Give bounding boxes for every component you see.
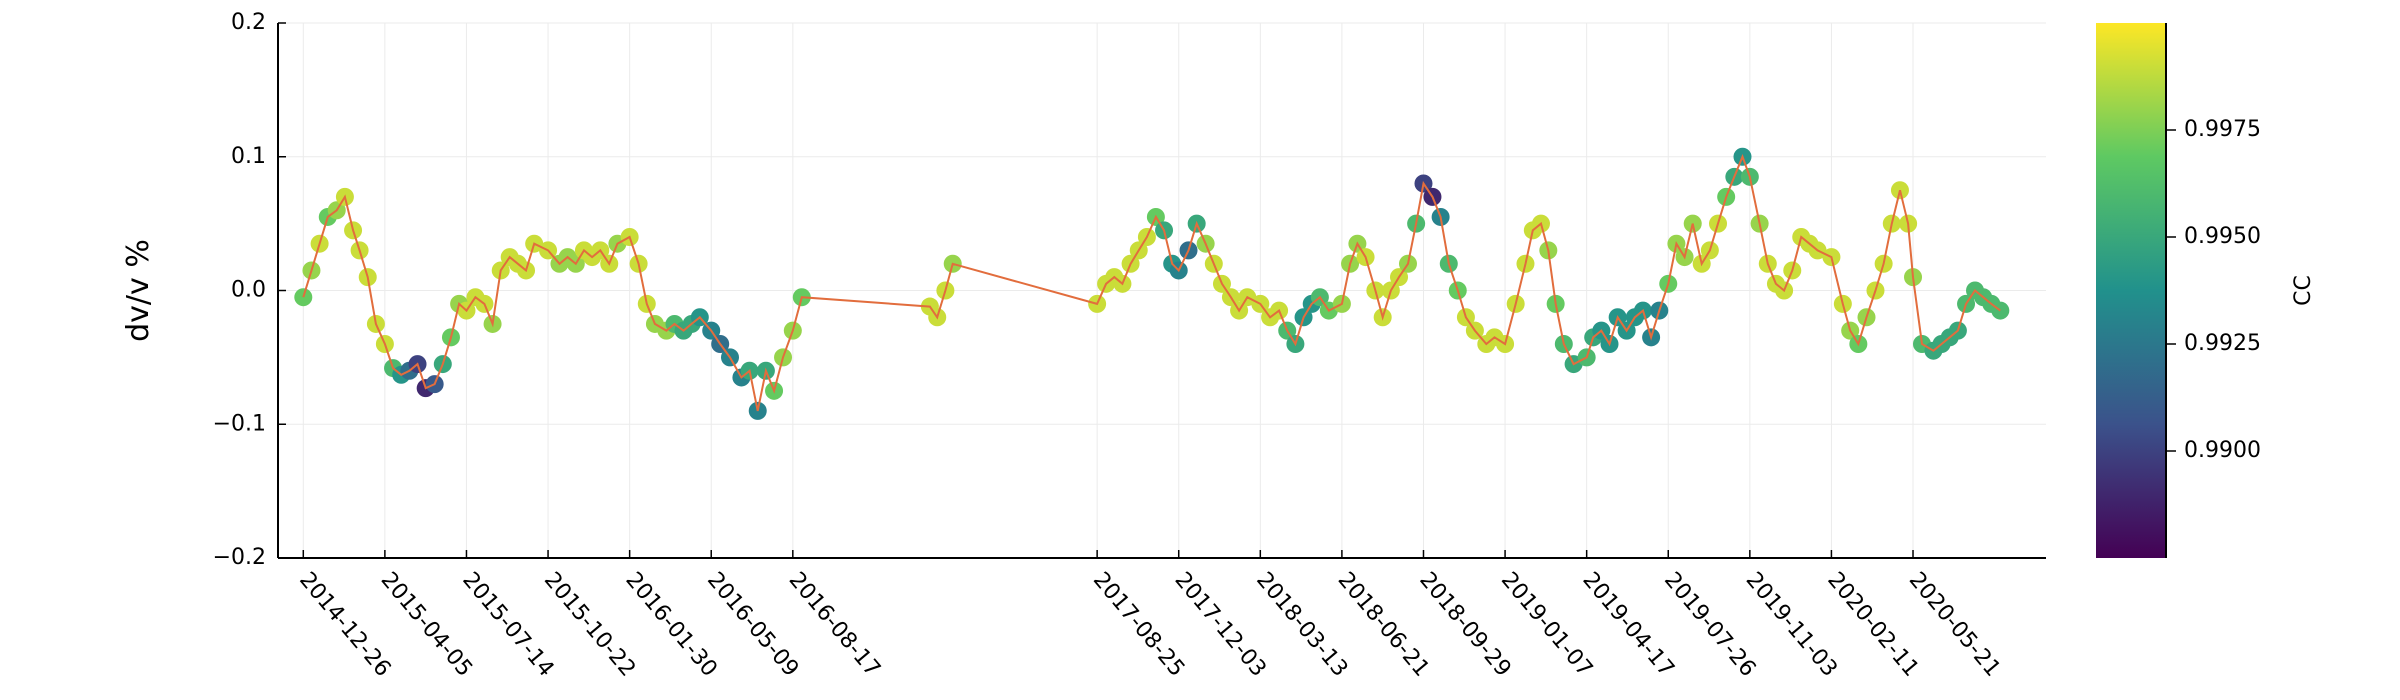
y-tick-layer: −0.2 −0.1 0.0 0.1 0.2 [213, 10, 286, 570]
colorbar-tick-label: 0.9950 [2184, 224, 2261, 249]
colorbar: 0.9900 0.9925 0.9950 0.9975 CC [2096, 23, 2316, 558]
y-tick-label: −0.2 [213, 545, 266, 570]
colorbar-title: CC [2291, 275, 2316, 306]
y-axis-label: dv/v % [121, 239, 156, 342]
y-tick-label: 0.1 [231, 144, 266, 169]
x-tick-layer: 2014-12-262015-04-052015-07-142015-10-22… [294, 550, 2005, 682]
y-tick-label: 0.2 [231, 10, 266, 35]
colorbar-gradient [2096, 23, 2166, 558]
colorbar-tick-label: 0.9925 [2184, 331, 2261, 356]
y-tick-label: 0.0 [231, 278, 266, 303]
y-tick-label: −0.1 [213, 411, 266, 436]
series-line-layer [302, 153, 2001, 412]
colorbar-tick-label: 0.9975 [2184, 117, 2261, 142]
colorbar-tick-label: 0.9900 [2184, 438, 2261, 463]
series-line [302, 153, 2001, 412]
